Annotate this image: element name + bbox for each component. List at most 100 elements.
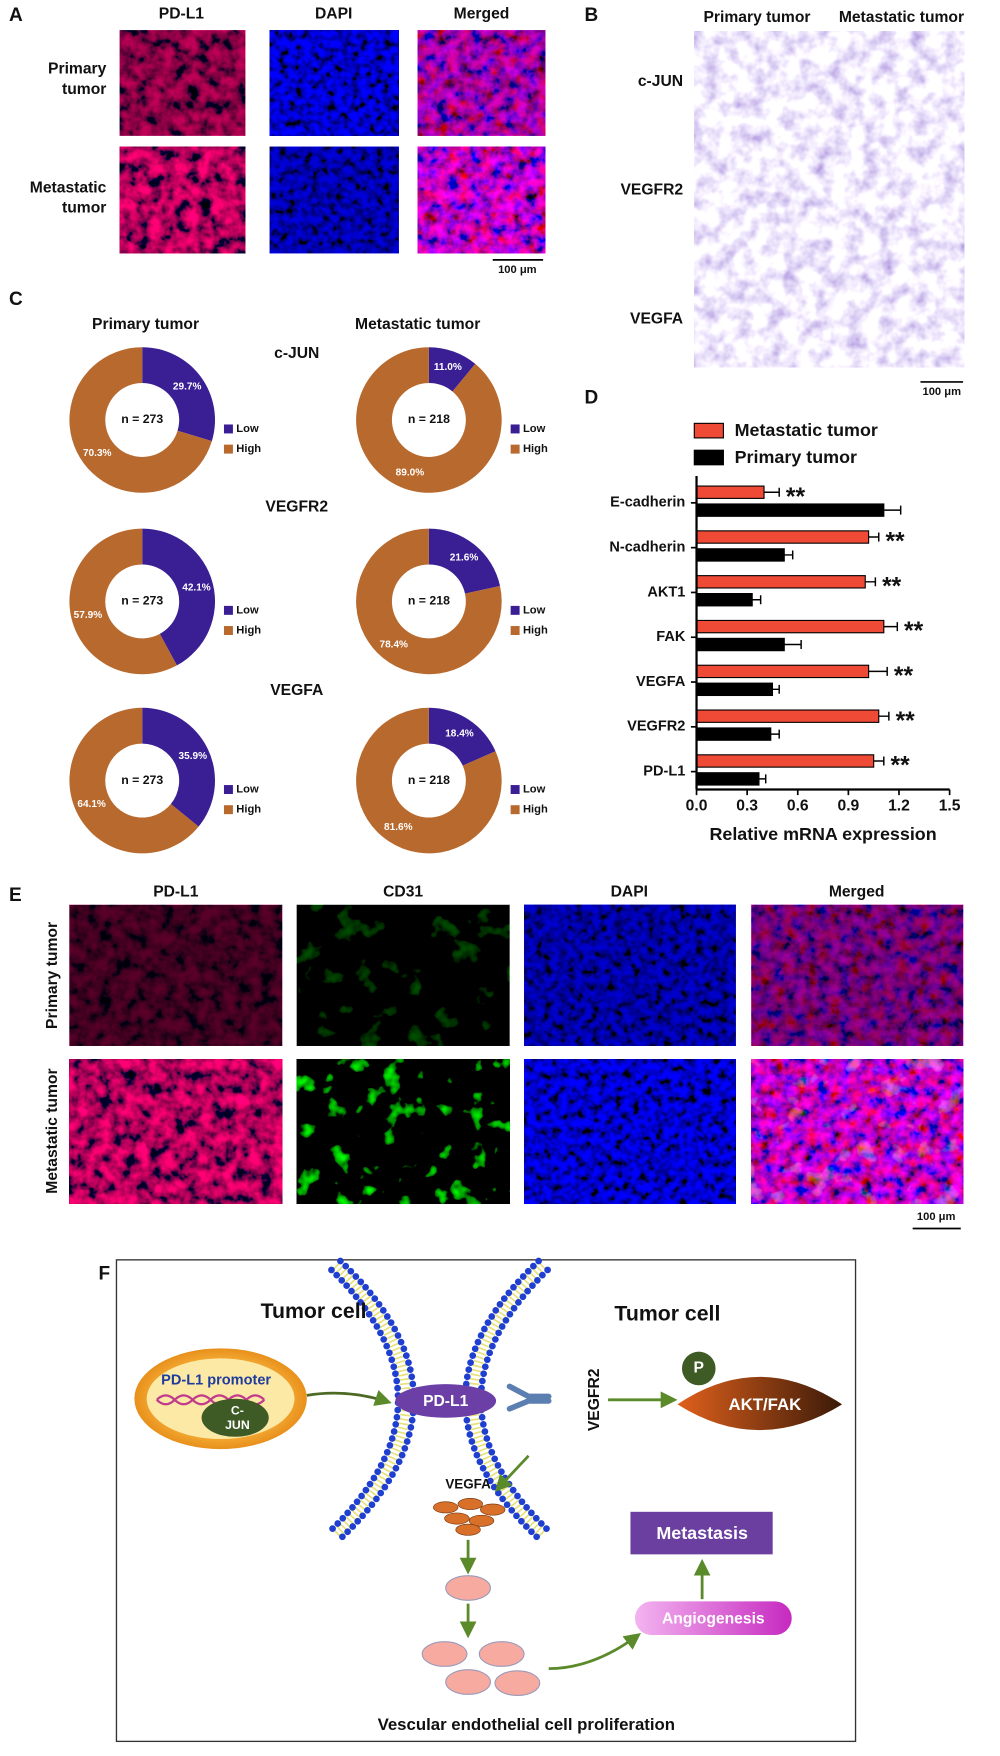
- error-bar: [883, 505, 902, 515]
- legend-swatch: [223, 785, 233, 795]
- panel-label: C: [9, 289, 23, 310]
- column-header: Primary tumor: [92, 316, 199, 333]
- bar: [695, 727, 772, 741]
- ihc-images: [694, 31, 965, 368]
- angiogenesis-label: Angiogenesis: [662, 1610, 765, 1627]
- donut-slice: [142, 347, 216, 442]
- angiogenesis-shape: [634, 1601, 792, 1635]
- pdl1-label: PD-L1: [423, 1393, 469, 1410]
- cjun-shape: [201, 1398, 269, 1437]
- legend-label: High: [523, 804, 548, 816]
- cjun-label: C-: [231, 1403, 244, 1417]
- metastasis-label: Metastasis: [656, 1523, 748, 1543]
- akt-shape: [677, 1376, 843, 1431]
- significance: **: [904, 618, 924, 645]
- error-bar: [784, 550, 794, 560]
- bar: [695, 772, 760, 786]
- y-tick-label: VEGFR2: [627, 719, 685, 735]
- legend-label: Low: [236, 423, 259, 435]
- promoter-label: PD-L1 promoter: [161, 1373, 271, 1389]
- bar: [695, 754, 875, 768]
- legend-swatch: [223, 424, 233, 434]
- row-label: tumor: [62, 199, 106, 216]
- cell: [445, 1575, 492, 1601]
- error-bar: [770, 729, 780, 739]
- significance: **: [885, 529, 905, 556]
- scale-bar-label: 100 μm: [498, 264, 537, 276]
- column-header: Metastatic tumor: [839, 9, 964, 26]
- x-tick-label: 0.0: [686, 797, 708, 814]
- marker-label: VEGFR2: [265, 498, 328, 515]
- x-tick-label: 0.9: [837, 797, 859, 814]
- bar: [695, 709, 880, 723]
- panel-label: E: [9, 885, 22, 906]
- legend-label: Low: [236, 783, 259, 795]
- legend-swatch: [510, 444, 520, 454]
- pdl1-shape: [395, 1384, 497, 1418]
- error-bar: [868, 666, 888, 676]
- legend-swatch: [223, 626, 233, 635]
- legend-swatch: [510, 626, 520, 635]
- error-bar: [772, 684, 780, 694]
- row-label: Primary: [48, 61, 107, 78]
- row-label: tumor: [62, 81, 106, 98]
- x-tick-label: 1.5: [939, 797, 961, 814]
- legend-label: Low: [523, 783, 546, 795]
- y-tick-label: VEGFA: [636, 674, 686, 690]
- legend-label: Metastatic tumor: [735, 420, 878, 440]
- column-header: Merged: [829, 884, 885, 901]
- scale-bar-label: 100 μm: [917, 1211, 956, 1223]
- value-label: 35.9%: [179, 751, 208, 762]
- legend-swatch: [510, 805, 520, 815]
- cells: [421, 1641, 541, 1697]
- x-tick-label: 0.6: [787, 797, 809, 814]
- x-axis-label: Relative mRNA expression: [709, 824, 936, 844]
- legend-label: Low: [523, 423, 546, 435]
- phospho-label: P: [694, 1360, 704, 1377]
- value-label: 29.7%: [173, 381, 202, 392]
- bar: [695, 485, 765, 499]
- arrow: [306, 1389, 392, 1406]
- donut-slice: [69, 707, 199, 854]
- center-label: n = 273: [121, 773, 163, 787]
- marker-label: c-JUN: [274, 345, 319, 362]
- legend-label: High: [236, 804, 261, 816]
- y-tick-label: N-cadherin: [609, 539, 685, 555]
- legend-swatch: [223, 805, 233, 815]
- error-bar: [868, 532, 880, 542]
- bar: [695, 530, 870, 544]
- value-label: 64.1%: [77, 799, 106, 810]
- micrographs: [119, 30, 546, 254]
- y-tick-label: E-cadherin: [610, 495, 685, 511]
- column-header: DAPI: [611, 884, 648, 901]
- legend-label: Primary tumor: [735, 447, 857, 467]
- significance: **: [882, 573, 902, 600]
- column-header: PD-L1: [153, 884, 199, 901]
- significance: **: [894, 663, 914, 690]
- significance: **: [891, 753, 911, 780]
- panel-label: A: [9, 5, 23, 26]
- column-header: DAPI: [315, 6, 352, 23]
- panel-label: B: [585, 5, 599, 26]
- bar: [695, 619, 885, 634]
- diagram-frame: [115, 1259, 857, 1743]
- kinase-label: AKT/FAK: [728, 1395, 801, 1414]
- donut-slice: [69, 347, 212, 493]
- legend-swatch: [223, 605, 233, 615]
- donut-slice: [142, 707, 216, 827]
- row-label: Metastatic: [30, 179, 107, 196]
- legend-swatch: [510, 605, 520, 615]
- row-label: Primary tumor: [44, 922, 61, 1029]
- x-tick-label: 0.3: [736, 797, 758, 814]
- error-bar: [758, 774, 767, 784]
- donut-slice: [69, 528, 177, 675]
- bar: [695, 637, 785, 652]
- center-label: n = 273: [121, 412, 163, 426]
- row-label: c-JUN: [638, 73, 683, 90]
- panel-label: F: [99, 1263, 111, 1284]
- column-header: PD-L1: [159, 6, 205, 23]
- y-tick-label: PD-L1: [643, 763, 685, 779]
- error-bar: [878, 711, 890, 721]
- arrow: [494, 1454, 530, 1492]
